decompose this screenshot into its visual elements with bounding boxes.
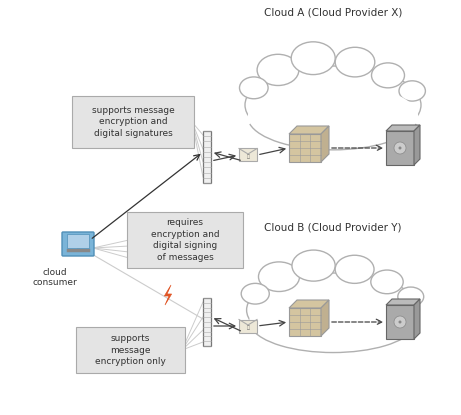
Ellipse shape	[292, 250, 335, 281]
Text: 🔒: 🔒	[247, 325, 249, 330]
FancyBboxPatch shape	[289, 308, 321, 336]
Polygon shape	[414, 299, 420, 339]
Polygon shape	[289, 126, 329, 134]
FancyBboxPatch shape	[76, 327, 184, 373]
Circle shape	[394, 316, 406, 328]
Polygon shape	[414, 125, 420, 165]
Ellipse shape	[371, 270, 403, 294]
Ellipse shape	[249, 290, 417, 353]
FancyBboxPatch shape	[239, 320, 257, 332]
Circle shape	[394, 142, 406, 154]
Ellipse shape	[335, 255, 374, 283]
Text: Cloud A (Cloud Provider X): Cloud A (Cloud Provider X)	[264, 8, 402, 18]
Ellipse shape	[245, 66, 421, 144]
Ellipse shape	[259, 262, 300, 291]
Text: Cloud B (Cloud Provider Y): Cloud B (Cloud Provider Y)	[264, 222, 402, 232]
Text: 🔒: 🔒	[247, 154, 249, 159]
Polygon shape	[386, 125, 420, 131]
Ellipse shape	[399, 81, 426, 101]
FancyBboxPatch shape	[386, 305, 414, 339]
Ellipse shape	[398, 287, 424, 306]
Text: supports message
encryption and
digital signatures: supports message encryption and digital …	[92, 106, 174, 138]
Text: requires
encryption and
digital signing
of messages: requires encryption and digital signing …	[151, 218, 219, 262]
Ellipse shape	[248, 83, 418, 150]
FancyBboxPatch shape	[67, 234, 89, 248]
Ellipse shape	[240, 77, 268, 99]
FancyBboxPatch shape	[203, 298, 211, 346]
Ellipse shape	[241, 283, 269, 304]
FancyBboxPatch shape	[289, 134, 321, 162]
FancyBboxPatch shape	[386, 131, 414, 165]
Ellipse shape	[247, 273, 420, 347]
Text: supports
message
encryption only: supports message encryption only	[95, 334, 165, 366]
Polygon shape	[386, 299, 420, 305]
Circle shape	[398, 320, 402, 324]
FancyBboxPatch shape	[127, 212, 243, 268]
Ellipse shape	[335, 47, 375, 77]
Ellipse shape	[291, 42, 335, 75]
FancyBboxPatch shape	[203, 131, 211, 183]
Ellipse shape	[257, 54, 299, 85]
Text: cloud
consumer: cloud consumer	[33, 268, 77, 288]
Circle shape	[398, 146, 402, 149]
Polygon shape	[289, 300, 329, 308]
FancyBboxPatch shape	[239, 149, 257, 161]
Ellipse shape	[372, 63, 404, 88]
FancyBboxPatch shape	[72, 96, 194, 148]
Polygon shape	[165, 285, 171, 305]
Polygon shape	[321, 126, 329, 162]
Polygon shape	[321, 300, 329, 336]
FancyBboxPatch shape	[62, 232, 94, 256]
